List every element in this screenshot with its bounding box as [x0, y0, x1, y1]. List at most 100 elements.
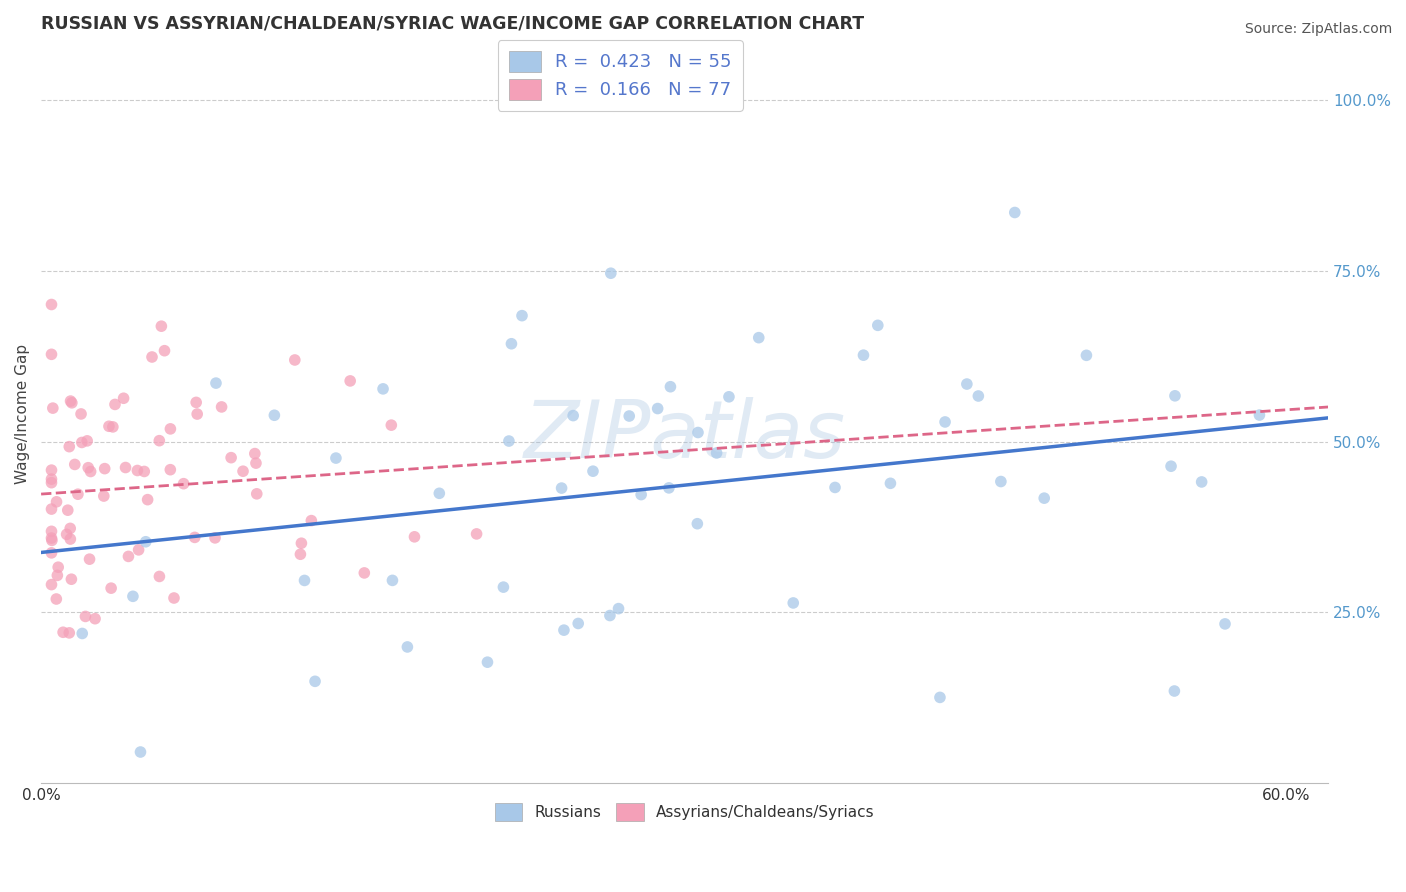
Point [299, 514, 322, 528]
Point [128, 542, 150, 557]
Point [60, 572, 83, 586]
Point [41, 297, 63, 311]
Point [866, 318, 889, 333]
Point [46, 568, 69, 582]
Point [567, 616, 589, 631]
Point [56, 503, 79, 517]
Point [153, 343, 176, 358]
Point [117, 549, 139, 564]
Point [79, 552, 101, 566]
Point [582, 464, 605, 478]
Point [492, 580, 515, 594]
Point [84, 612, 107, 626]
Point [122, 590, 145, 604]
Point [41, 463, 63, 477]
Point [852, 348, 875, 362]
Point [353, 566, 375, 580]
Point [824, 480, 846, 494]
Point [58, 626, 80, 640]
Point [59, 394, 82, 409]
Point [396, 640, 419, 654]
Point [619, 409, 641, 423]
Point [658, 481, 681, 495]
Point [1164, 389, 1187, 403]
Point [380, 418, 402, 433]
Point [498, 434, 520, 448]
Point [135, 534, 157, 549]
Point [1033, 491, 1056, 505]
Point [163, 591, 186, 605]
Point [290, 536, 312, 550]
Point [510, 309, 533, 323]
Point [70, 407, 93, 421]
Point [41, 472, 63, 486]
Point [630, 487, 652, 501]
Point [77, 460, 100, 475]
Point [41, 531, 63, 545]
Point [339, 374, 361, 388]
Point [93, 489, 115, 503]
Point [550, 481, 572, 495]
Point [75, 609, 97, 624]
Point [1163, 684, 1185, 698]
Point [607, 601, 630, 615]
Point [686, 516, 709, 531]
Point [659, 380, 682, 394]
Y-axis label: Wage/Income Gap: Wage/Income Gap [15, 344, 30, 484]
Point [112, 391, 135, 405]
Point [41, 475, 63, 490]
Point [58, 440, 80, 454]
Point [45, 592, 67, 607]
Point [706, 446, 728, 460]
Point [404, 530, 426, 544]
Point [782, 596, 804, 610]
Point [562, 409, 585, 423]
Point [1076, 348, 1098, 362]
Text: ZIPatlas: ZIPatlas [523, 398, 845, 475]
Point [60, 396, 83, 410]
Point [325, 451, 347, 466]
Point [371, 382, 394, 396]
Point [93, 461, 115, 475]
Point [304, 674, 326, 689]
Point [148, 569, 170, 583]
Point [934, 415, 956, 429]
Point [284, 353, 307, 368]
Point [159, 422, 181, 436]
Point [59, 521, 82, 535]
Point [967, 389, 990, 403]
Point [205, 376, 228, 390]
Point [748, 331, 770, 345]
Point [717, 390, 740, 404]
Point [41, 524, 63, 539]
Point [1004, 205, 1026, 219]
Point [553, 623, 575, 637]
Point [1191, 475, 1213, 489]
Point [232, 464, 254, 478]
Point [114, 460, 136, 475]
Point [150, 319, 173, 334]
Point [647, 401, 669, 416]
Point [127, 463, 149, 477]
Point [219, 450, 242, 465]
Point [148, 434, 170, 448]
Point [243, 447, 266, 461]
Point [427, 486, 450, 500]
Text: Source: ZipAtlas.com: Source: ZipAtlas.com [1244, 22, 1392, 37]
Point [70, 435, 93, 450]
Point [246, 487, 269, 501]
Point [63, 458, 86, 472]
Point [186, 407, 208, 421]
Point [1249, 408, 1271, 422]
Point [211, 400, 233, 414]
Point [59, 532, 82, 546]
Point [186, 395, 208, 409]
Point [465, 527, 488, 541]
Point [52, 625, 75, 640]
Point [599, 608, 621, 623]
Point [76, 434, 98, 448]
Point [100, 581, 122, 595]
Point [70, 626, 93, 640]
Point [97, 419, 120, 434]
Point [1213, 616, 1236, 631]
